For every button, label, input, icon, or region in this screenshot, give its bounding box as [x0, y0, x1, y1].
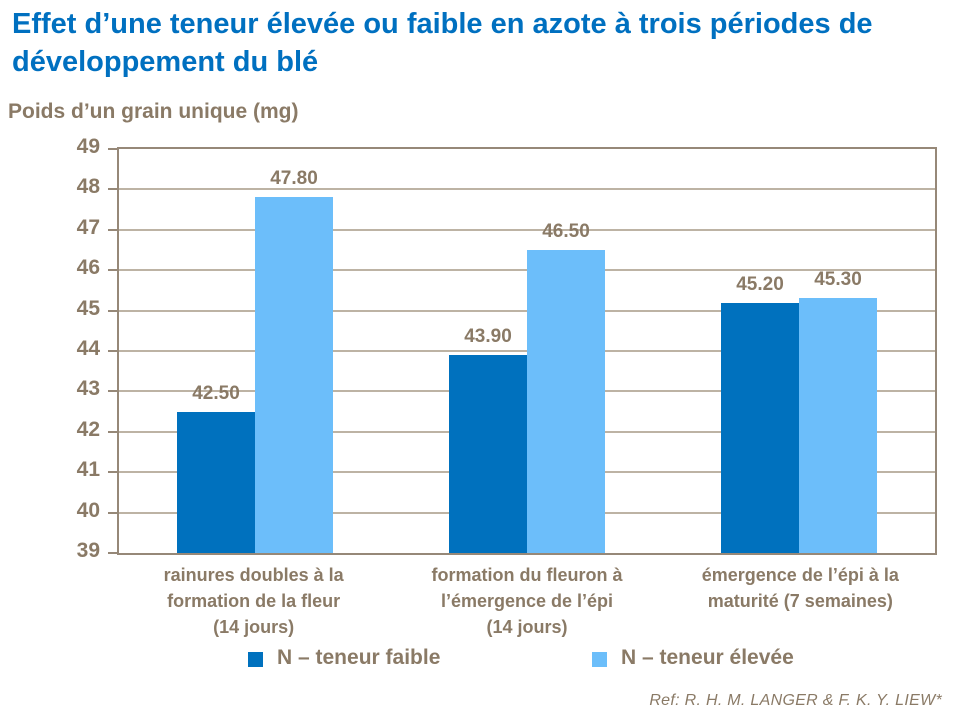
- legend-label-teneur-elevee: N – teneur élevée: [621, 646, 794, 669]
- category-label: rainures doubles à la formation de la fle…: [117, 562, 390, 640]
- bar-series1-cat3: [721, 302, 799, 553]
- legend-swatch-teneur-faible: [248, 651, 263, 667]
- bar-series2-cat2: [527, 250, 605, 553]
- legend: N – teneur faible N – teneur élevée: [0, 646, 960, 676]
- y-tick-label: 39: [76, 539, 100, 562]
- y-tick-label: 46: [76, 256, 100, 280]
- y-tick-mark: [108, 390, 119, 393]
- y-tick-label: 41: [76, 458, 100, 482]
- category-label-line: maturité (7 semaines): [707, 591, 893, 612]
- category-label: émergence de l’épi à la maturité (7 semai…: [664, 562, 937, 640]
- bar-series1-cat1: [177, 411, 255, 553]
- y-tick-label: 40: [76, 498, 100, 522]
- category-label-line: formation du fleuron à: [431, 565, 623, 585]
- y-tick-mark: [108, 309, 119, 312]
- legend-swatch-teneur-elevee: [592, 651, 607, 667]
- y-tick-label: 48: [76, 175, 100, 199]
- bar-value-label: 43.90: [464, 326, 512, 348]
- y-tick-label: 47: [76, 215, 100, 239]
- category-label-line: émergence de l’épi à la: [701, 565, 899, 585]
- y-tick-label: 45: [76, 296, 100, 320]
- y-axis-labels: 39 40 41 42 43 44 45 46 47 48 49: [0, 135, 100, 562]
- y-tick-mark: [108, 269, 119, 272]
- bar-value-label: 45.20: [736, 273, 784, 295]
- legend-item-teneur-elevee: N – teneur élevée: [592, 646, 794, 670]
- category-label-line: l’émergence de l’épi: [440, 591, 614, 612]
- legend-label-teneur-faible: N – teneur faible: [277, 646, 441, 669]
- y-tick-label: 42: [76, 417, 100, 441]
- category-label-line: (14 jours): [486, 617, 568, 638]
- y-tick-label: 44: [76, 337, 100, 360]
- bar-value-label: 45.30: [814, 269, 862, 291]
- bar-series2-cat1: [255, 197, 333, 553]
- bar-value-label: 46.50: [542, 221, 590, 242]
- category-label-line: (14 jours): [213, 617, 295, 638]
- category-label-line: formation de la fleur: [167, 591, 341, 612]
- gridline: [119, 188, 935, 191]
- plot-area: 42.50 47.80 43.90 46.50 45.20 45.30: [108, 147, 937, 555]
- y-tick-label: 49: [76, 135, 100, 158]
- y-tick-mark: [108, 188, 119, 191]
- y-tick-label: 43: [76, 377, 100, 401]
- y-tick-mark: [108, 511, 119, 514]
- category-label: formation du fleuron à l’émergence de l’é…: [390, 562, 663, 640]
- y-axis-title: Poids d’un grain unique (mg): [8, 100, 299, 123]
- y-tick-mark: [108, 148, 119, 150]
- category-labels: rainures doubles à la formation de la fle…: [117, 562, 937, 640]
- chart-title: Effet d’une teneur élevée ou faible en a…: [12, 8, 873, 78]
- gridline: [119, 228, 935, 231]
- y-tick-mark: [108, 552, 119, 554]
- bar-value-label: 42.50: [192, 382, 240, 404]
- y-tick-mark: [108, 471, 119, 474]
- y-tick-mark: [108, 350, 119, 352]
- y-tick-mark: [108, 228, 119, 231]
- bar-series2-cat3: [799, 298, 877, 553]
- legend-item-teneur-faible: N – teneur faible: [248, 646, 440, 670]
- bar-value-label: 47.80: [270, 168, 318, 190]
- reference-footnote: Ref: R. H. M. LANGER & F. K. Y. LIEW*: [649, 692, 942, 709]
- y-tick-mark: [108, 430, 119, 433]
- bar-series1-cat2: [449, 355, 527, 553]
- category-label-line: rainures doubles à la: [163, 565, 344, 585]
